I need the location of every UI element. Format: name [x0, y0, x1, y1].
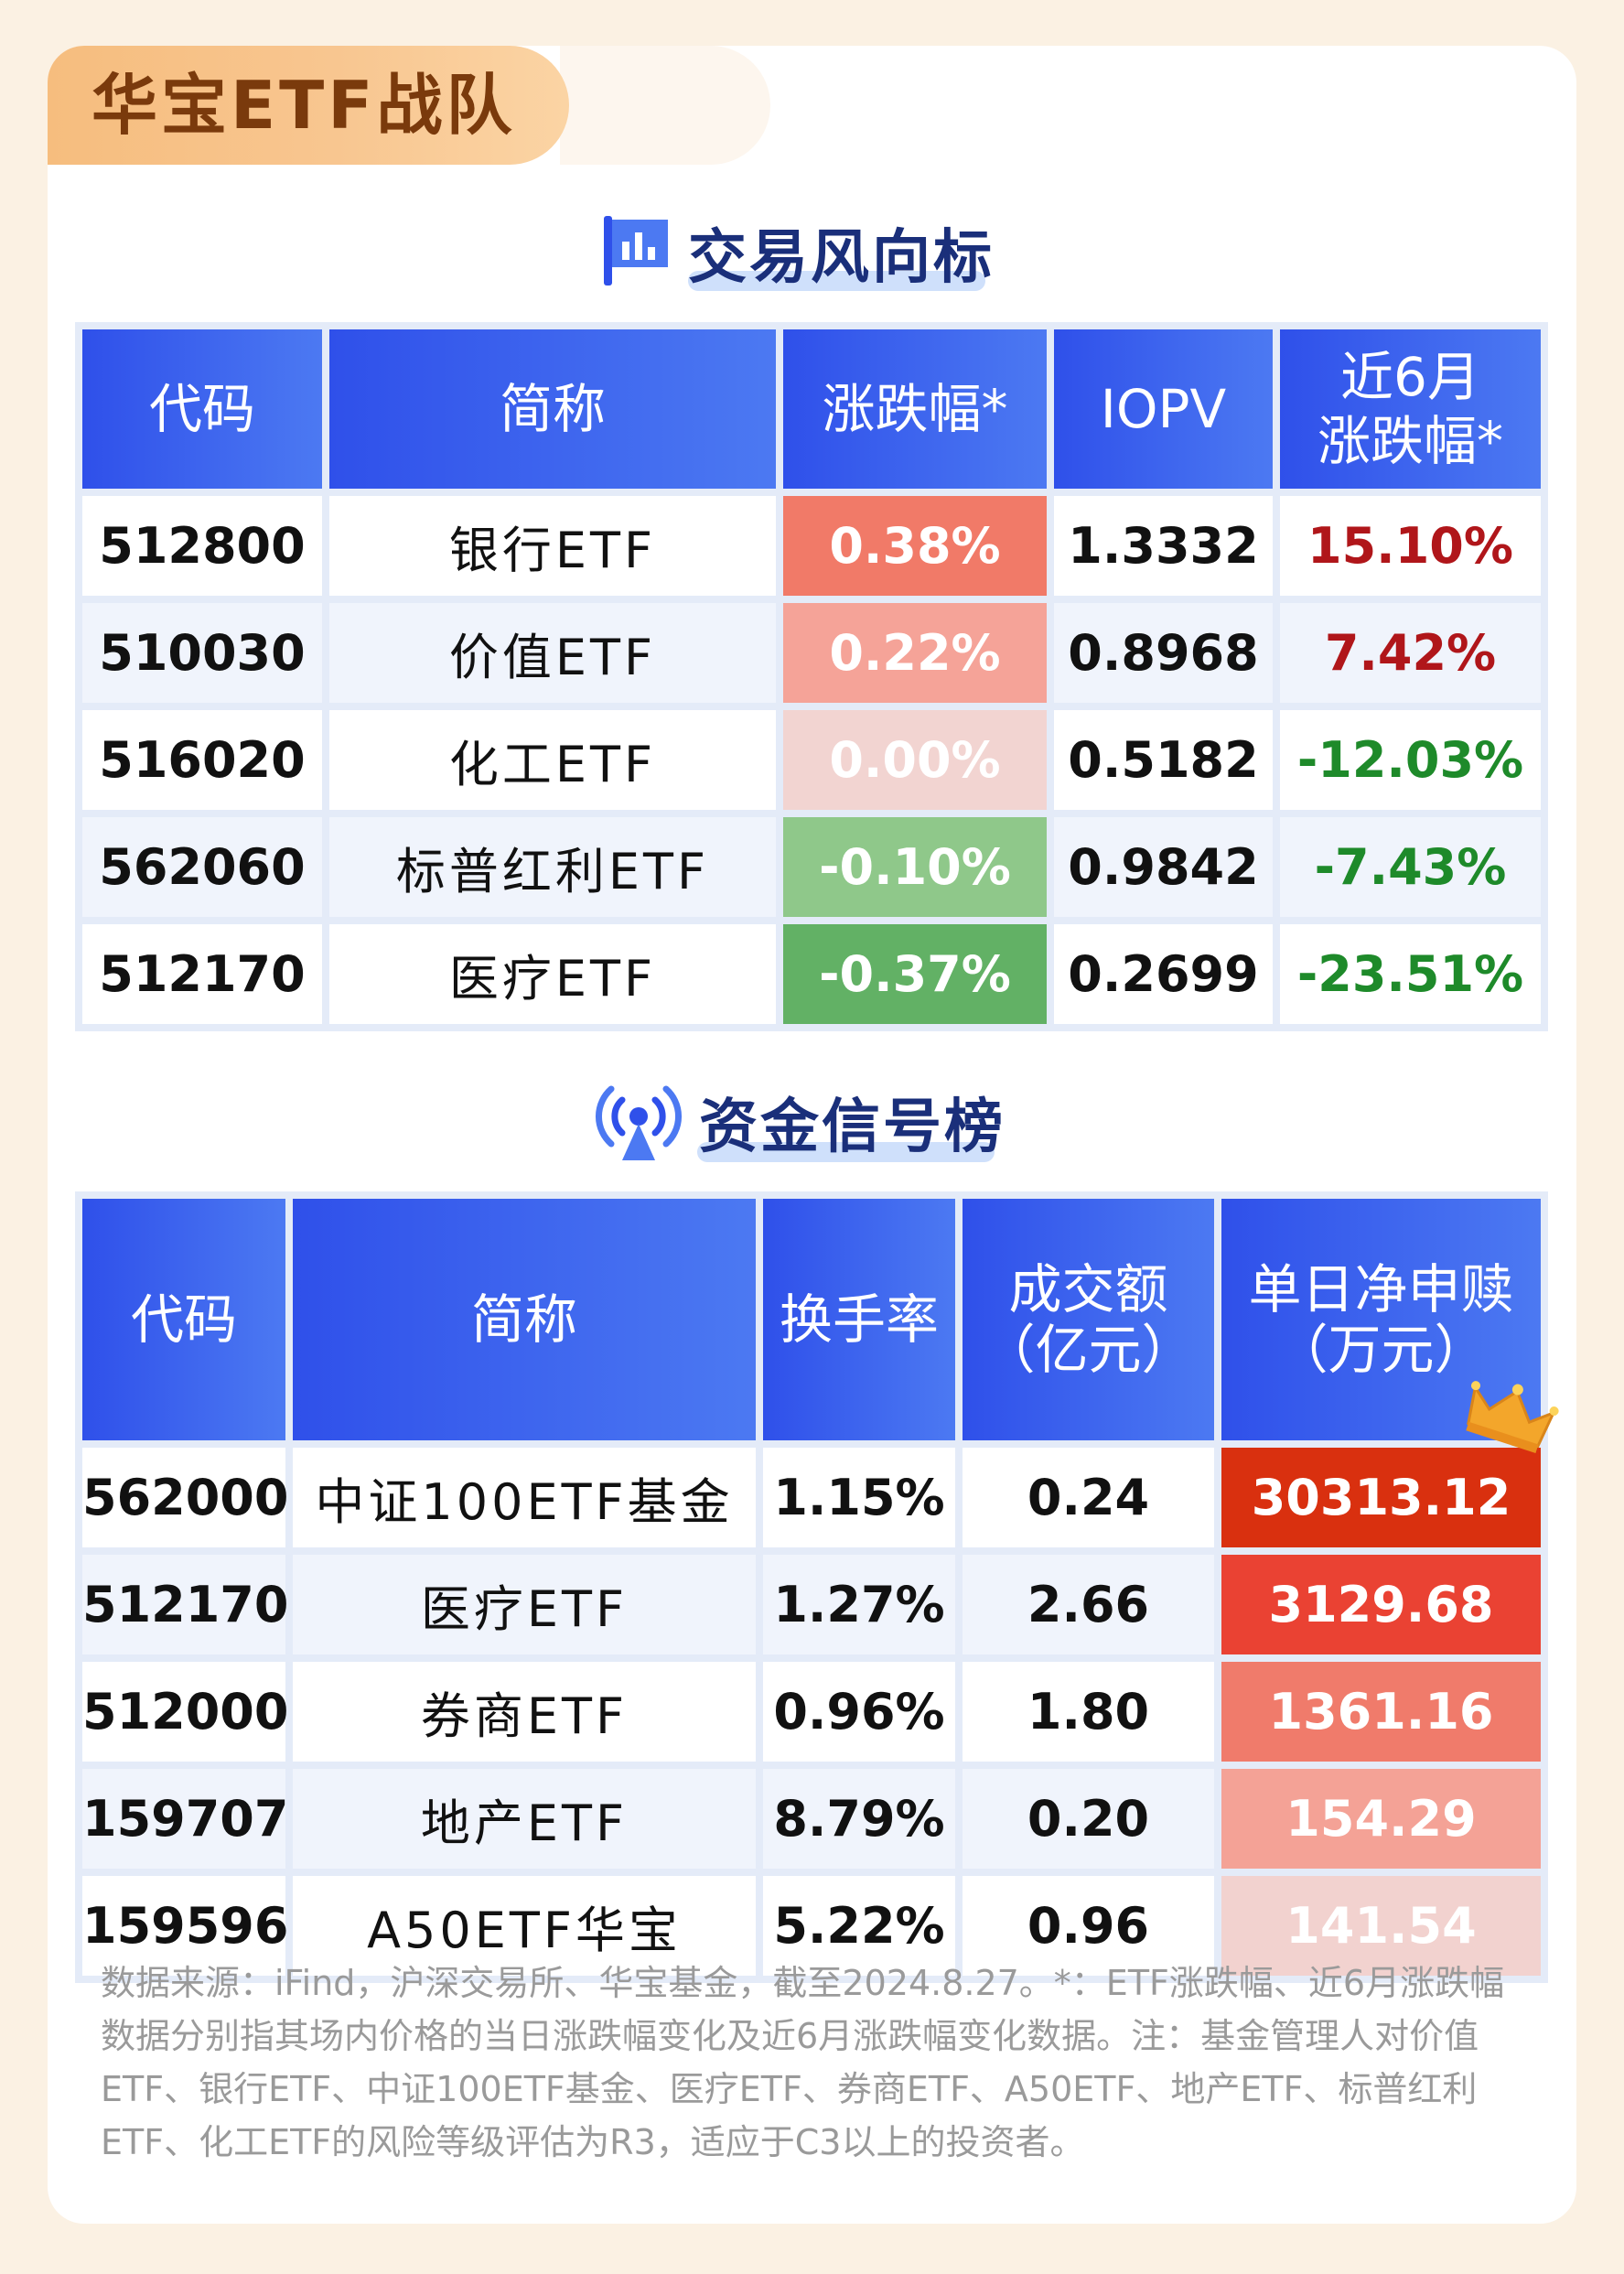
cell-name: 价值ETF [329, 603, 776, 703]
cell-name: 医疗ETF [329, 924, 776, 1024]
table-row: 512000 券商ETF 0.96% 1.80 1361.16 [82, 1662, 1541, 1762]
table-row: 512800 银行ETF 0.38% 1.3332 15.10% [82, 496, 1541, 596]
cell-code: 516020 [82, 710, 322, 810]
cell-amount: 0.96 [963, 1876, 1214, 1976]
cell-code: 512170 [82, 1555, 288, 1654]
section-fund-heading: 资金信号榜 [595, 1078, 1006, 1166]
signal-tower-icon [595, 1078, 683, 1166]
section-fund-title: 资金信号榜 [699, 1094, 1006, 1161]
col-header-amount: 成交额 （亿元） [963, 1199, 1214, 1440]
cell-turnover: 1.15% [763, 1448, 955, 1547]
cell-net: 141.54 [1221, 1876, 1541, 1976]
footnote: 数据来源：iFind，沪深交易所、华宝基金，截至2024.8.27。*：ETF涨… [101, 1963, 1505, 2162]
cell-code: 510030 [82, 603, 322, 703]
cell-net: 30313.12 [1221, 1448, 1541, 1547]
cell-net: 1361.16 [1221, 1662, 1541, 1762]
main-card: 华宝ETF战队 交易风向标 代码 简称 涨跌幅* IOPV 近6月 涨跌 [48, 46, 1576, 2224]
cell-change: -0.10% [783, 817, 1047, 917]
cell-change: 0.00% [783, 710, 1047, 810]
fund-table: 代码 简称 换手率 成交额 （亿元） 单日净申赎 （万元） [75, 1191, 1559, 1983]
trading-table: 代码 简称 涨跌幅* IOPV 近6月 涨跌幅* 512800 银行ETF 0.38… [75, 322, 1548, 1031]
cell-name: 医疗ETF [293, 1555, 756, 1654]
cell-name: 券商ETF [293, 1662, 756, 1762]
cell-name: A50ETF华宝 [293, 1876, 756, 1976]
col-header-net: 单日净申赎 （万元） [1221, 1199, 1559, 1453]
cell-turnover: 5.22% [763, 1876, 955, 1976]
header-banner: 华宝ETF战队 [48, 46, 770, 165]
cell-turnover: 1.27% [763, 1555, 955, 1654]
col-header-change6m: 近6月 涨跌幅* [1280, 329, 1541, 489]
cell-iopv: 0.5182 [1054, 710, 1273, 810]
cell-change: 0.22% [783, 603, 1047, 703]
cell-turnover: 0.96% [763, 1662, 955, 1762]
cell-iopv: 0.2699 [1054, 924, 1273, 1024]
cell-code: 512170 [82, 924, 322, 1024]
col-header-code: 代码 [82, 1199, 285, 1440]
table-row: 512170 医疗ETF -0.37% 0.2699 -23.51% [82, 924, 1541, 1024]
col-header-change: 涨跌幅* [783, 329, 1047, 489]
cell-change6m: 7.42% [1280, 603, 1541, 703]
cell-change6m: -7.43% [1280, 817, 1541, 917]
cell-net: 3129.68 [1221, 1555, 1541, 1654]
cell-net: 154.29 [1221, 1769, 1541, 1869]
cell-name: 地产ETF [293, 1769, 756, 1869]
table-row: 159596 A50ETF华宝 5.22% 0.96 141.54 [82, 1876, 1541, 1976]
cell-change: -0.37% [783, 924, 1047, 1024]
section-trading-heading: 交易风向标 [600, 210, 995, 295]
cell-change: 0.38% [783, 496, 1047, 596]
cell-amount: 2.66 [963, 1555, 1214, 1654]
cell-code: 159596 [82, 1876, 288, 1976]
cell-code: 159707 [82, 1769, 288, 1869]
cell-change6m: -12.03% [1280, 710, 1541, 810]
cell-name: 化工ETF [329, 710, 776, 810]
cell-change6m: 15.10% [1280, 496, 1541, 596]
flag-chart-icon [600, 214, 672, 291]
col-header-iopv: IOPV [1054, 329, 1273, 489]
cell-turnover: 8.79% [763, 1769, 955, 1869]
page-title: 华宝ETF战队 [91, 67, 516, 144]
cell-iopv: 1.3332 [1054, 496, 1273, 596]
section-trading-title: 交易风向标 [688, 224, 995, 292]
cell-iopv: 0.8968 [1054, 603, 1273, 703]
table-row: 510030 价值ETF 0.22% 0.8968 7.42% [82, 603, 1541, 703]
cell-code: 562000 [82, 1448, 288, 1547]
col-header-name: 简称 [293, 1199, 756, 1440]
cell-amount: 0.20 [963, 1769, 1214, 1869]
table-header-row: 代码 简称 换手率 成交额 （亿元） 单日净申赎 （万元） [82, 1199, 1559, 1453]
cell-change6m: -23.51% [1280, 924, 1541, 1024]
col-header-code: 代码 [82, 329, 322, 489]
cell-amount: 1.80 [963, 1662, 1214, 1762]
cell-code: 512800 [82, 496, 322, 596]
cell-iopv: 0.9842 [1054, 817, 1273, 917]
table-row: 562000 中证100ETF基金 1.15% 0.24 30313.12 [82, 1448, 1541, 1547]
cell-name: 银行ETF [329, 496, 776, 596]
cell-code: 562060 [82, 817, 322, 917]
cell-amount: 0.24 [963, 1448, 1214, 1547]
cell-code: 512000 [82, 1662, 288, 1762]
table-row: 562060 标普红利ETF -0.10% 0.9842 -7.43% [82, 817, 1541, 917]
cell-name: 中证100ETF基金 [293, 1448, 756, 1547]
col-header-turnover: 换手率 [763, 1199, 955, 1440]
crown-icon [1458, 1320, 1559, 1466]
table-row: 516020 化工ETF 0.00% 0.5182 -12.03% [82, 710, 1541, 810]
table-header-row: 代码 简称 涨跌幅* IOPV 近6月 涨跌幅* [82, 329, 1541, 489]
cell-name: 标普红利ETF [329, 817, 776, 917]
table-row: 512170 医疗ETF 1.27% 2.66 3129.68 [82, 1555, 1541, 1654]
table-row: 159707 地产ETF 8.79% 0.20 154.29 [82, 1769, 1541, 1869]
col-header-name: 简称 [329, 329, 776, 489]
